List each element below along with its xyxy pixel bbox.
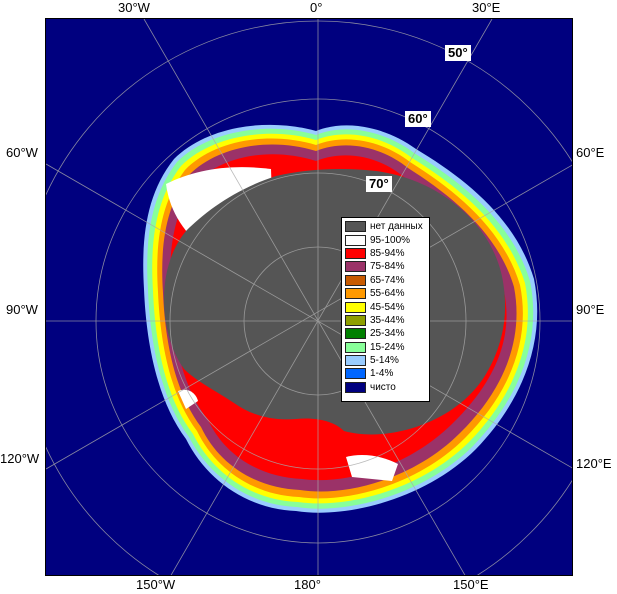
legend-label: 35-44% [370, 314, 405, 326]
legend-item: 85-94% [345, 247, 426, 260]
legend-item: 55-64% [345, 287, 426, 300]
lon-label-top-30w: 30°W [118, 0, 150, 15]
legend-item: 1-4% [345, 367, 426, 380]
legend-swatch [345, 355, 366, 367]
legend-item: 25-34% [345, 327, 426, 340]
sea-ice-concentration-map: 50° 60° 70° [45, 18, 573, 576]
legend-swatch [345, 247, 366, 259]
lon-label-left-60w: 60°W [6, 145, 38, 160]
legend-item: 5-14% [345, 354, 426, 367]
lon-label-bottom-150w: 150°W [136, 577, 176, 592]
legend-item: 75-84% [345, 260, 426, 273]
legend-item: чисто [345, 381, 426, 394]
legend-label: чисто [370, 381, 396, 393]
legend-label: 45-54% [370, 301, 405, 313]
latitude-label-50: 50° [445, 45, 471, 61]
legend-item: 35-44% [345, 314, 426, 327]
legend-swatch [345, 234, 366, 246]
meridian-60e-120w [46, 164, 572, 470]
ice-band-95-100-ross [178, 389, 198, 409]
lon-label-top-0: 0° [310, 0, 323, 15]
legend-item: нет данных [345, 220, 426, 233]
ice-band-95-100-north [346, 455, 398, 481]
legend-label: 25-34% [370, 328, 405, 340]
lon-label-right-90e: 90°E [576, 302, 605, 317]
legend-label: 15-24% [370, 341, 405, 353]
lon-label-bottom-150e: 150°E [453, 577, 489, 592]
legend-label: 95-100% [370, 234, 411, 246]
lon-label-right-120e: 120°E [576, 456, 612, 471]
legend-swatch [345, 301, 366, 313]
legend-swatch [345, 274, 366, 286]
latitude-label-70: 70° [366, 176, 392, 192]
lon-label-left-90w: 90°W [6, 302, 38, 317]
latitude-label-60: 60° [405, 111, 431, 127]
legend-item: 45-54% [345, 300, 426, 313]
lon-label-top-30e: 30°E [472, 0, 501, 15]
legend-label: 1-4% [370, 368, 394, 380]
legend-swatch [345, 341, 366, 353]
legend-label: 5-14% [370, 355, 399, 367]
legend-label: нет данных [370, 221, 423, 233]
legend-swatch [345, 368, 366, 380]
lon-label-right-60e: 60°E [576, 145, 605, 160]
legend-swatch [345, 314, 366, 326]
legend-swatch [345, 288, 366, 300]
legend-swatch [345, 328, 366, 340]
legend-swatch [345, 221, 366, 233]
legend-swatch [345, 261, 366, 273]
legend-label: 75-84% [370, 261, 405, 273]
lon-label-left-120w: 120°W [0, 451, 40, 466]
legend-item: 95-100% [345, 233, 426, 246]
legend-label: 85-94% [370, 247, 405, 259]
legend-item: 15-24% [345, 341, 426, 354]
concentration-legend: нет данных 95-100% 85-94% 75-84% 65-74% … [341, 217, 430, 402]
legend-item: 65-74% [345, 274, 426, 287]
legend-label: 55-64% [370, 288, 405, 300]
legend-swatch [345, 381, 366, 393]
legend-label: 65-74% [370, 274, 405, 286]
meridian-30w-150e [143, 19, 466, 575]
lon-label-bottom-180: 180° [294, 577, 321, 592]
polar-map-canvas [46, 19, 572, 575]
meridian-30e-150w [170, 19, 493, 575]
graticule [46, 19, 572, 575]
